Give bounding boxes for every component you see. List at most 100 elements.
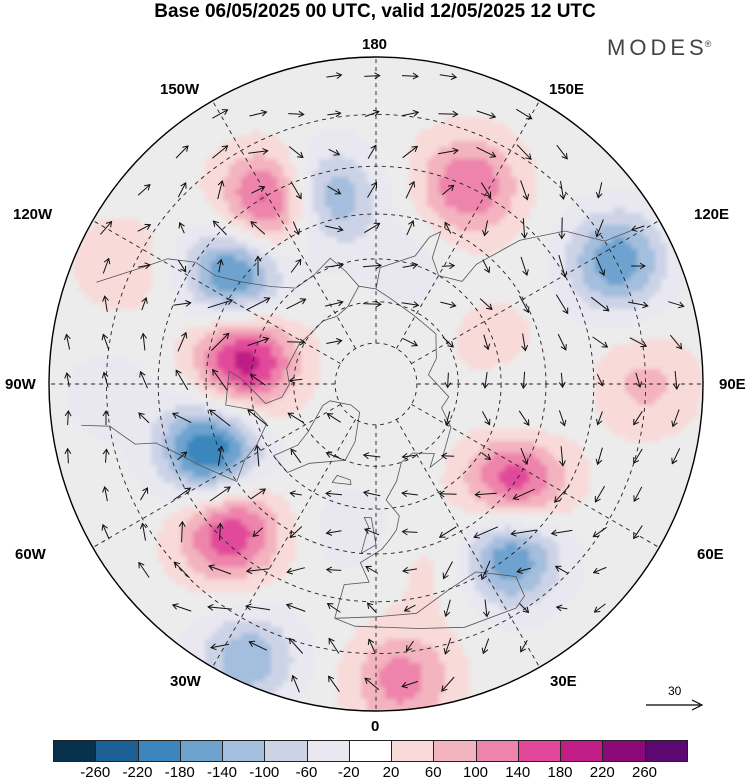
wind-vector (594, 485, 606, 503)
wind-vector (141, 296, 148, 311)
wind-vector (441, 184, 455, 196)
wind-vector (671, 448, 681, 465)
wind-vector (518, 410, 530, 427)
wind-vector (365, 109, 380, 117)
wind-vector (401, 109, 420, 117)
lon-label-60w: 60W (15, 546, 46, 563)
wind-vector (101, 333, 110, 350)
wind-vector (285, 603, 306, 612)
wind-vector (520, 639, 528, 653)
colorbar-label: -140 (206, 764, 238, 781)
lon-label-150e: 150E (549, 81, 585, 98)
wind-vector (406, 220, 415, 236)
wind-vector (482, 372, 489, 389)
reference-vector-arrow (646, 699, 704, 711)
wind-vector (101, 523, 110, 540)
wind-vector (216, 258, 224, 273)
wind-vector (483, 599, 490, 618)
wind-vector (326, 72, 343, 79)
wind-vector (405, 180, 416, 199)
wind-vector (672, 370, 680, 390)
wind-vector (554, 485, 570, 503)
wind-vector (175, 369, 189, 391)
wind-vector (516, 567, 531, 574)
wind-vector (510, 529, 537, 537)
colorbar-cell (53, 740, 97, 762)
wind-vector (102, 295, 109, 312)
lon-label-180: 180 (362, 36, 388, 53)
wind-vector (362, 262, 382, 270)
wind-vector (401, 72, 419, 80)
wind-vector (405, 640, 414, 652)
latlon-grid (49, 57, 703, 711)
wind-vector (438, 526, 457, 538)
colorbar-label: 220 (589, 764, 615, 781)
wind-vector (289, 526, 303, 539)
wind-vector (328, 637, 340, 654)
wind-vector (519, 295, 530, 314)
wind-vector (290, 181, 302, 200)
wind-vector (286, 567, 305, 575)
wind-vector (596, 373, 604, 387)
colorbar (53, 740, 688, 762)
wind-vector (102, 448, 110, 463)
wind-vector (102, 410, 110, 425)
wind-vector (207, 603, 232, 611)
wind-vector (441, 262, 456, 270)
wind-vector (326, 413, 341, 423)
colorbar-cell (517, 740, 561, 762)
wind-vector (367, 181, 377, 198)
wind-vector (633, 525, 643, 540)
wind-vector (635, 372, 643, 389)
colorbar-label: 60 (424, 764, 442, 781)
wind-vector (364, 527, 380, 536)
wind-vector (592, 336, 609, 348)
wind-vector (595, 182, 603, 199)
wind-vector (631, 262, 646, 270)
wind-vector (207, 298, 234, 309)
colorbar-cell (264, 740, 308, 762)
wind-vector (516, 144, 532, 160)
wind-vector (444, 221, 452, 234)
wind-vector (138, 412, 150, 424)
wind-vector (289, 490, 302, 498)
wind-vector (402, 145, 419, 159)
coastline (360, 516, 377, 554)
wind-vector (443, 599, 451, 618)
wind-vector (401, 528, 418, 536)
wind-vector (139, 370, 148, 389)
wind-vector (670, 334, 683, 350)
colorbar-label: -20 (337, 764, 360, 781)
coastline (331, 474, 352, 485)
wind-vector (520, 218, 528, 239)
coastline (96, 257, 360, 289)
wind-vector (558, 410, 567, 427)
wind-vector (401, 301, 420, 308)
wind-vector (325, 529, 342, 536)
wind-vector (402, 262, 419, 269)
wind-vector (559, 180, 567, 200)
wind-vector (250, 221, 266, 235)
colorbar-label: 260 (631, 764, 658, 781)
wind-vector (367, 638, 376, 653)
wind-vector (595, 447, 603, 466)
wind-vector (520, 180, 530, 201)
wind-vector (367, 144, 377, 159)
wind-vector (327, 110, 342, 118)
colorbar-cell (391, 740, 435, 762)
wind-vector (364, 72, 381, 80)
wind-vector (479, 298, 493, 311)
wind-vector (175, 145, 189, 159)
wind-vector (212, 220, 227, 236)
wind-vector (325, 566, 342, 574)
wind-vector (102, 485, 109, 502)
wind-vector (245, 567, 270, 575)
lon-label-30e: 30E (550, 673, 577, 690)
wind-vector (481, 411, 491, 426)
wind-vector (178, 221, 185, 234)
wind-vector (476, 110, 497, 119)
wind-vector (64, 333, 71, 350)
wind-vector (212, 145, 229, 159)
colorbar-label: 20 (382, 764, 400, 781)
